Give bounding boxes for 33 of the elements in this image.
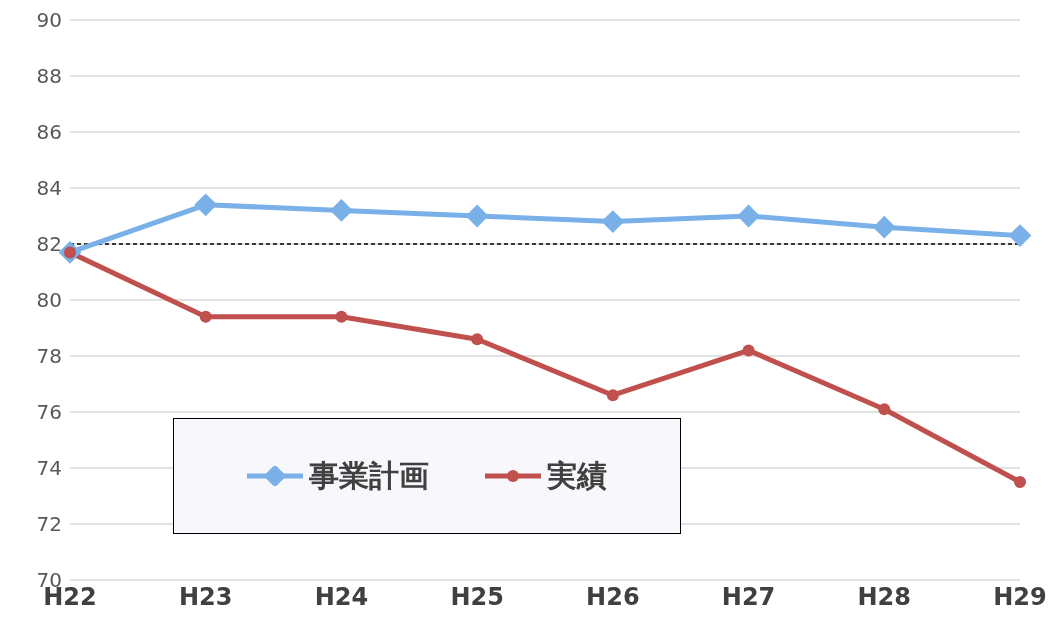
- x-tick-label: H26: [586, 583, 640, 612]
- point: [737, 204, 760, 228]
- x-tick-label: H23: [178, 583, 233, 612]
- point: [465, 204, 489, 228]
- y-tick-label: 78: [36, 344, 62, 369]
- x-tick-label: H25: [450, 583, 504, 612]
- point: [601, 210, 625, 233]
- point: [878, 403, 891, 416]
- point: [330, 199, 353, 222]
- point: [335, 310, 348, 323]
- point: [872, 215, 896, 239]
- x-tick-label: H28: [857, 583, 912, 612]
- y-tick-label: 72: [36, 512, 62, 537]
- x-tick-label: H27: [721, 583, 776, 612]
- point: [742, 344, 755, 357]
- y-tick-label: 86: [36, 120, 62, 145]
- legend-label: 実績: [547, 456, 607, 495]
- point: [606, 389, 619, 402]
- x-tick-label: H29: [993, 583, 1047, 612]
- point: [1014, 476, 1026, 488]
- y-tick-label: 76: [36, 400, 62, 425]
- point: [471, 333, 484, 346]
- legend-label: 事業計画: [309, 456, 429, 495]
- point: [199, 310, 212, 323]
- y-tick-label: 82: [36, 232, 62, 257]
- point: [1008, 224, 1032, 247]
- y-tick-label: 74: [36, 456, 62, 481]
- point: [194, 193, 218, 217]
- y-tick-label: 84: [36, 176, 62, 201]
- y-tick-label: 90: [36, 8, 62, 33]
- x-tick-label: H24: [314, 583, 369, 612]
- y-tick-label: 80: [36, 288, 62, 313]
- y-tick-label: 88: [36, 64, 62, 89]
